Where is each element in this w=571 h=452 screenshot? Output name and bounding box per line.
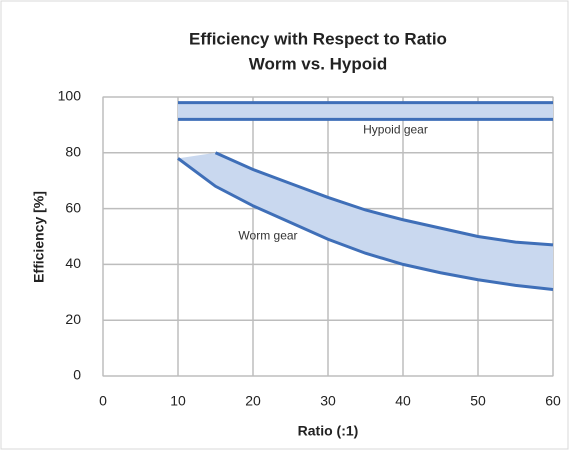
chart-subtitle: Worm vs. Hypoid	[249, 54, 388, 73]
x-tick-label: 60	[545, 393, 561, 409]
x-tick-label: 10	[170, 393, 186, 409]
y-axis-label: Efficiency [%]	[31, 191, 47, 283]
band-fill	[178, 102, 553, 120]
y-tick-label: 80	[65, 144, 81, 160]
chart-title: Efficiency with Respect to Ratio	[189, 29, 447, 48]
x-axis-label: Ratio (:1)	[298, 423, 359, 439]
band-fill	[178, 152, 553, 290]
y-tick-label: 60	[65, 199, 81, 215]
y-tick-label: 20	[65, 311, 81, 327]
band-label: Hypoid gear	[363, 123, 428, 137]
y-tick-label: 40	[65, 255, 81, 271]
band-edge	[214, 151, 554, 247]
y-tick-label: 100	[58, 88, 82, 104]
band-label: Worm gear	[238, 229, 297, 243]
y-tick-label: 0	[73, 367, 81, 383]
x-tick-label: 20	[245, 393, 261, 409]
x-tick-label: 50	[470, 393, 486, 409]
x-tick-label: 30	[320, 393, 336, 409]
x-tick-label: 0	[99, 393, 107, 409]
x-tick-label: 40	[395, 393, 411, 409]
band-edge	[177, 157, 554, 292]
